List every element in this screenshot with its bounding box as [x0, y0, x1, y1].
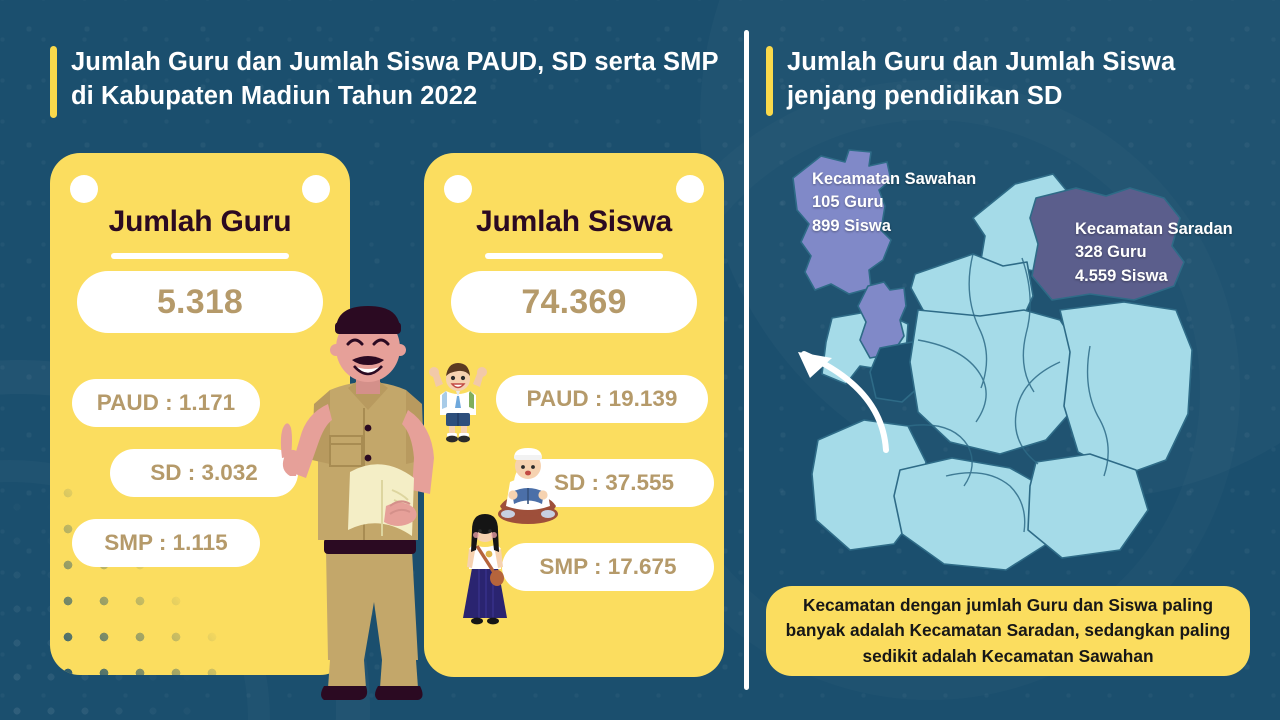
- card-hole-right-icon: [676, 175, 704, 203]
- left-panel-title: Jumlah Guru dan Jumlah Siswa PAUD, SD se…: [50, 46, 730, 118]
- map-annotation-saradan-guru: 328 Guru: [1075, 243, 1147, 262]
- card-heading-underline: [111, 253, 289, 259]
- right-panel-title: Jumlah Guru dan Jumlah Siswa jenjang pen…: [766, 46, 1246, 116]
- card-item-sd: SD : 37.555: [514, 459, 714, 507]
- card-item-smp: SMP : 17.675: [502, 543, 714, 591]
- teacher-illustration: [280, 306, 434, 700]
- map-annotation-saradan: Kecamatan Saradan 328 Guru 4.559 Siswa: [1075, 218, 1233, 288]
- title-accent-bar: [766, 46, 773, 116]
- map-caption-box: Kecamatan dengan jumlah Guru dan Siswa p…: [766, 586, 1250, 676]
- map-annotation-sawahan-name: Kecamatan Sawahan: [812, 170, 977, 188]
- map-kabupaten-madiun: Kecamatan Sawahan 105 Guru 899 Siswa Kec…: [760, 140, 1260, 580]
- title-accent-bar: [50, 46, 57, 118]
- vertical-divider: [744, 30, 749, 690]
- student-smp-illustration: [463, 514, 507, 625]
- card-total-value: 74.369: [451, 271, 697, 333]
- map-caption-text: Kecamatan dengan jumlah Guru dan Siswa p…: [785, 595, 1231, 666]
- map-annotation-saradan-name: Kecamatan Saradan: [1075, 220, 1233, 238]
- map-region-southeast: [1027, 453, 1149, 559]
- card-item-paud: PAUD : 1.171: [72, 379, 260, 427]
- map-region-sawahan-exclave: [792, 149, 892, 295]
- map-region-sawahan-inset: [857, 281, 907, 359]
- card-heading-underline: [485, 253, 663, 259]
- card-hole-right-icon: [302, 175, 330, 203]
- card-item-paud: PAUD : 19.139: [496, 375, 708, 423]
- map-annotation-sawahan-guru: 105 Guru: [812, 193, 884, 212]
- student-paud-illustration: [429, 363, 487, 443]
- card-heading: Jumlah Guru: [108, 205, 292, 238]
- card-heading: Jumlah Siswa: [475, 205, 672, 238]
- map-annotation-saradan-siswa: 4.559 Siswa: [1075, 266, 1168, 285]
- map-region-saradan: [1029, 187, 1185, 301]
- map-annotation-sawahan: Kecamatan Sawahan 105 Guru 899 Siswa: [812, 168, 976, 238]
- card-item-smp: SMP : 1.115: [72, 519, 260, 567]
- stat-card-jumlah-guru: Jumlah Guru 5.318 PAUD : 1.171 SD : 3.03…: [50, 153, 350, 675]
- card-item-sd: SD : 3.032: [110, 449, 298, 497]
- right-panel-title-text: Jumlah Guru dan Jumlah Siswa jenjang pen…: [787, 48, 1176, 110]
- map-region-central: [909, 309, 1083, 455]
- card-total-value: 5.318: [77, 271, 323, 333]
- card-hole-left-icon: [444, 175, 472, 203]
- map-region-south: [893, 457, 1057, 571]
- left-panel-title-text: Jumlah Guru dan Jumlah Siswa PAUD, SD se…: [71, 48, 719, 110]
- map-arrow-to-sawahan: [798, 351, 889, 453]
- student-sd-illustration: [498, 448, 558, 524]
- map-region-east: [1059, 301, 1193, 477]
- card-hole-left-icon: [70, 175, 98, 203]
- map-annotation-sawahan-siswa: 899 Siswa: [812, 216, 891, 235]
- card-dot-pattern: [50, 475, 230, 675]
- map-svg: [792, 149, 1193, 571]
